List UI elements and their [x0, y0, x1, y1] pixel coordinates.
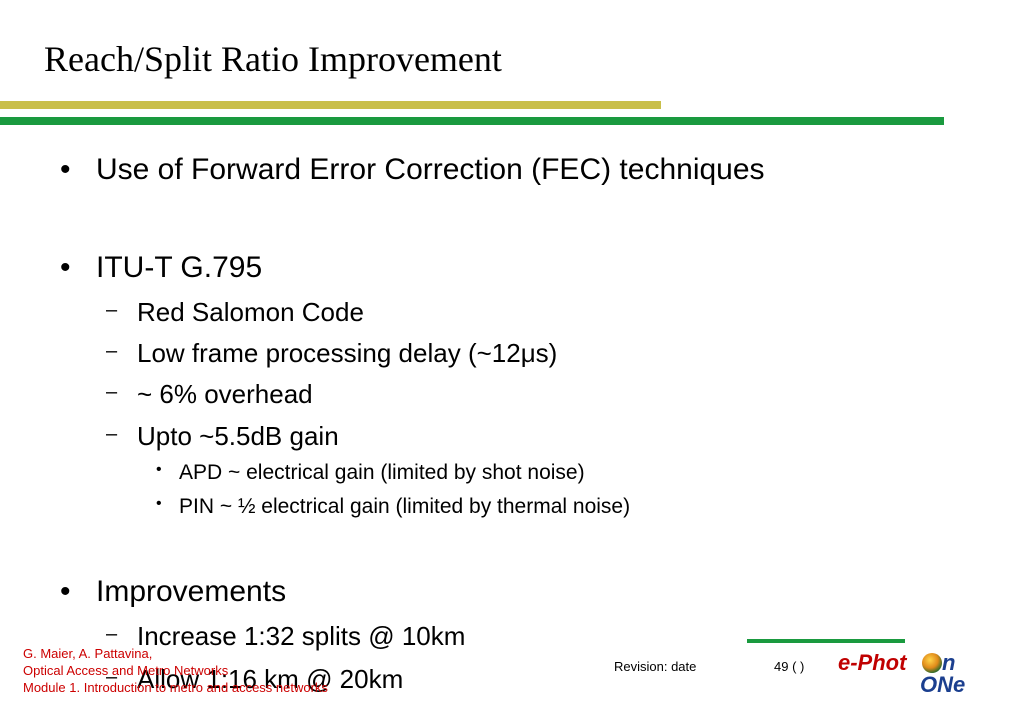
globe-icon — [922, 653, 942, 673]
subbullet-text: Allow 1:16 km @ 20km — [137, 664, 404, 694]
footer-module: Module 1. Introduction to metro and acce… — [23, 680, 328, 695]
bullet-marker: • — [60, 575, 71, 608]
footer-course: Optical Access and Metro Networks — [23, 663, 229, 678]
subbullet-text: ~ 6% overhead — [137, 379, 313, 409]
footer-authors: G. Maier, A. Pattavina, — [23, 646, 153, 661]
ephoton-one-logo: e-Phot n ONe — [838, 650, 988, 698]
subsubbullet-text: APD ~ electrical gain (limited by shot n… — [179, 461, 585, 484]
dash-marker: – — [106, 623, 118, 645]
bullet-text: Improvements — [96, 575, 287, 608]
bullet-marker: • — [156, 461, 162, 478]
revision-label: Revision: date — [614, 659, 697, 674]
dash-marker: – — [106, 666, 118, 688]
title-rule-green — [0, 117, 944, 125]
bullet-text: Use of Forward Error Correction (FEC) te… — [96, 153, 765, 186]
page-number: 49 ( ) — [774, 659, 805, 674]
bullet-marker: • — [60, 153, 71, 186]
logo-text-bottom: ONe — [920, 672, 966, 697]
dash-marker: – — [106, 299, 118, 321]
footer-rule — [747, 639, 905, 643]
title-rule-yellow — [0, 101, 661, 109]
slide-title: Reach/Split Ratio Improvement — [44, 39, 502, 79]
footer-credits: G. Maier, A. Pattavina, Optical Access a… — [23, 645, 328, 696]
subsubbullet-text: PIN ~ ½ electrical gain (limited by ther… — [179, 495, 631, 518]
logo-text-top-end: n — [942, 650, 956, 675]
bullet-marker: • — [156, 495, 162, 512]
dash-marker: – — [106, 381, 118, 403]
subbullet-text: Increase 1:32 splits @ 10km — [137, 621, 466, 651]
dash-marker: – — [106, 423, 118, 445]
bullet-marker: • — [60, 251, 71, 284]
subbullet-text: Red Salomon Code — [137, 297, 364, 327]
logo-text-top: e-Phot — [838, 650, 907, 675]
subbullet-text: Low frame processing delay (~12μs) — [137, 338, 558, 368]
subbullet-text: Upto ~5.5dB gain — [137, 421, 339, 451]
bullet-text: ITU-T G.795 — [96, 251, 263, 284]
dash-marker: – — [106, 340, 118, 362]
